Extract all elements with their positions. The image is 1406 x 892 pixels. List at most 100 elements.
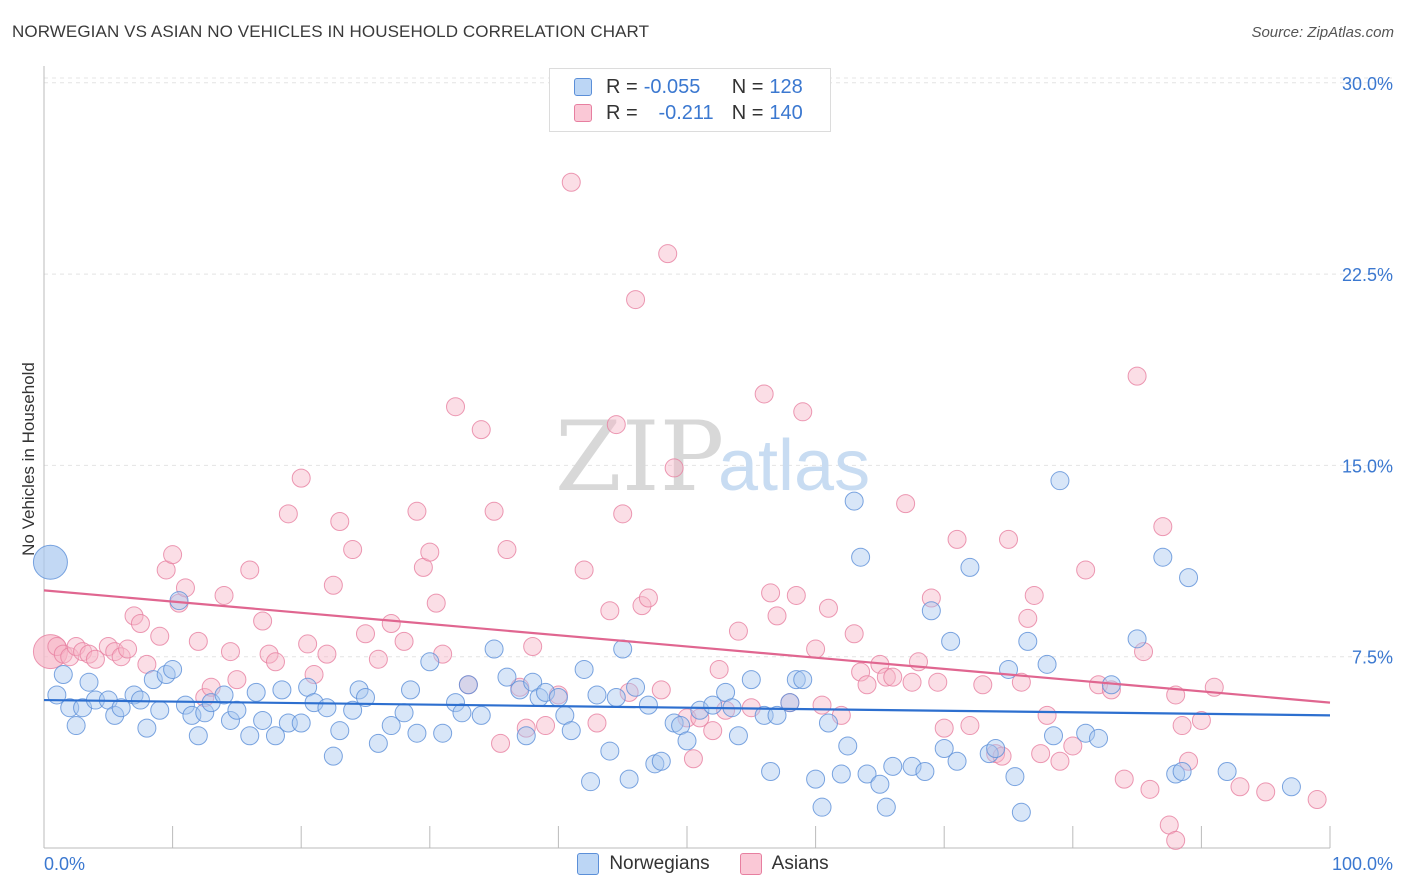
n-value: 128: [769, 75, 803, 98]
asian-point: [130, 614, 150, 634]
asian-point: [626, 290, 646, 310]
norwegian-point: [53, 665, 73, 685]
norwegian-point: [220, 710, 240, 730]
asian-point: [291, 468, 311, 488]
asian-point: [227, 670, 247, 690]
norwegian-point: [458, 675, 478, 695]
norwegian-point: [728, 726, 748, 746]
source-credit: Source: ZipAtlas.com: [1251, 24, 1394, 41]
norwegian-point: [613, 639, 633, 659]
asian-point: [973, 675, 993, 695]
asian-point: [793, 402, 813, 422]
y-tick-label: 22.5%: [1342, 265, 1393, 285]
asian-point: [394, 631, 414, 651]
asian-point: [767, 606, 787, 626]
asian-point: [587, 713, 607, 733]
norwegian-point: [638, 695, 658, 715]
norwegian-point: [188, 726, 208, 746]
asian-point: [1140, 779, 1160, 799]
series-legend: Norwegians Asians: [0, 852, 1406, 876]
asian-point: [600, 601, 620, 621]
asian-point: [47, 636, 67, 656]
asian-point: [806, 639, 826, 659]
asian-point: [934, 718, 954, 738]
norwegian-point: [323, 746, 343, 766]
asian-point: [683, 749, 703, 769]
norwegian-point: [536, 682, 556, 702]
norwegian-point: [626, 677, 646, 697]
asian-point: [420, 542, 440, 562]
asian-point: [356, 624, 375, 644]
asian-point: [876, 667, 896, 687]
asian-point: [1191, 710, 1211, 730]
x-tick-label: 100.0%: [1332, 854, 1393, 874]
y-tick-label: 7.5%: [1352, 648, 1393, 668]
norwegian-point: [960, 557, 980, 577]
norwegian-point: [690, 700, 710, 720]
asian-point: [1018, 608, 1038, 628]
asian-point: [754, 384, 774, 404]
norwegian-point: [761, 761, 781, 781]
norwegian-point: [195, 703, 215, 723]
norwegian-point: [317, 698, 337, 718]
asian-point: [1230, 777, 1250, 797]
norwegian-point: [831, 764, 851, 784]
asian-point: [163, 545, 183, 565]
asian-point: [60, 647, 80, 667]
watermark-atlas: atlas: [718, 426, 870, 506]
asian-point: [240, 560, 260, 580]
labels-layer: 7.5% 15.0% 22.5% 30.0% 0.0% 100.0% No Vehicles…: [19, 74, 1393, 874]
asian-point: [1134, 642, 1154, 662]
asian-point: [561, 172, 581, 192]
norwegian-point: [446, 693, 466, 713]
asian-point: [124, 606, 144, 626]
asian-point: [111, 647, 131, 667]
asian-point: [844, 624, 864, 644]
chart-title: NORWEGIAN VS ASIAN NO VEHICLES IN HOUSEH…: [12, 22, 650, 41]
norwegian-point: [272, 680, 292, 700]
asian-point: [188, 631, 208, 651]
watermark-zip: ZIP: [555, 401, 724, 513]
asian-point: [118, 639, 138, 659]
norwegian-point: [851, 547, 871, 567]
norwegian-point: [246, 682, 266, 702]
r-label: R =: [606, 101, 638, 124]
asian-point: [220, 642, 240, 662]
asian-point: [613, 504, 633, 524]
legend-item-asians[interactable]: Asians: [739, 852, 829, 876]
norwegian-point: [497, 667, 517, 687]
norwegian-point: [291, 713, 311, 733]
legend-label-asians: Asians: [771, 853, 829, 874]
norwegian-point: [137, 718, 157, 738]
norwegian-point: [1127, 629, 1147, 649]
norwegian-point: [1153, 547, 1173, 567]
norwegian-point: [844, 491, 864, 511]
norwegian-point: [703, 695, 723, 715]
legend-item-norwegians[interactable]: Norwegians: [577, 852, 710, 876]
asian-point: [1050, 751, 1070, 771]
asians-swatch: [574, 104, 592, 122]
asian-point: [343, 540, 363, 560]
norwegian-point: [32, 544, 68, 580]
norwegians-legend-swatch: [577, 853, 600, 875]
norwegian-point: [986, 739, 1006, 759]
norwegian-point: [902, 756, 922, 776]
asian-point: [619, 682, 639, 702]
norwegian-point: [1281, 777, 1301, 797]
norwegian-point: [79, 672, 99, 692]
asian-point: [703, 721, 723, 741]
asian-point: [323, 575, 343, 595]
asian-point: [606, 415, 626, 435]
asian-point: [960, 716, 980, 736]
norwegian-point: [105, 705, 125, 725]
asian-point: [79, 644, 99, 664]
norwegian-point: [1005, 767, 1025, 787]
asian-point: [516, 718, 536, 738]
asian-point: [330, 511, 350, 531]
norwegian-point: [516, 726, 536, 746]
asian-point: [761, 583, 781, 603]
norwegian-point: [356, 688, 375, 708]
asian-point: [818, 598, 838, 618]
norwegian-point: [401, 680, 421, 700]
asian-point: [857, 675, 877, 695]
